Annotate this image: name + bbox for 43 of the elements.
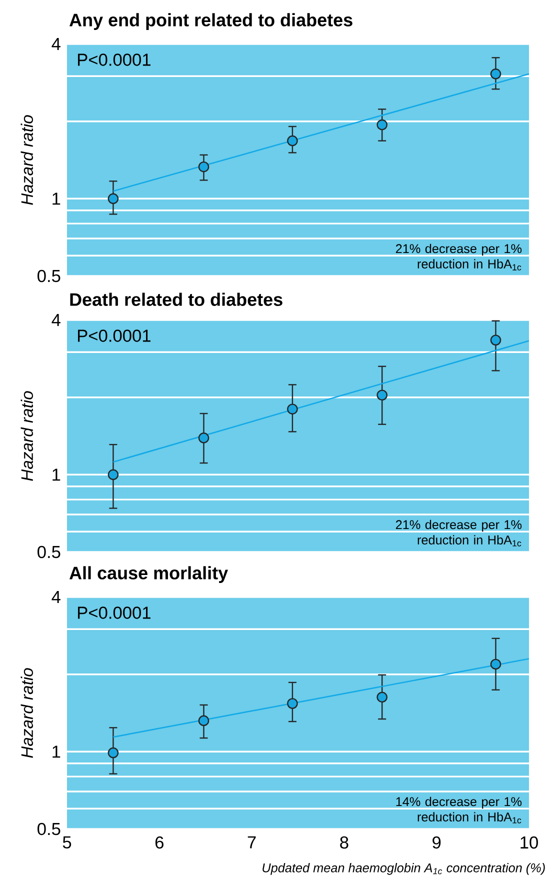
y-tick-label: 4 (52, 591, 60, 603)
x-tick-label: 5 (62, 836, 72, 848)
annotation: P<0.0001 (78, 606, 150, 619)
y-tick-label: 1 (52, 746, 60, 758)
y-tick-label: 1 (52, 468, 60, 481)
x-tick-label: 10 (520, 836, 538, 849)
point (287, 698, 298, 709)
point (108, 469, 119, 480)
point (490, 334, 502, 346)
x-tick-label: 9 (432, 836, 441, 849)
annotation: 21% decrease per 1% reduction in HbA$_{1c}$ (396, 520, 522, 546)
chart-title: All cause morlality (69, 566, 228, 583)
point (108, 747, 119, 758)
y-tick-label: 0.5 (38, 822, 60, 836)
chart-title: Death related to diabetes (70, 292, 282, 306)
y-tick-label: 4 (52, 38, 60, 50)
point (198, 715, 210, 726)
point (108, 193, 119, 204)
y-tick-label: 4 (52, 314, 60, 326)
point (287, 135, 298, 146)
point (490, 68, 502, 80)
point (490, 658, 502, 670)
x-tick-label: 7 (248, 836, 256, 848)
chart-title: Any end point related to diabetes (69, 13, 352, 30)
y-axis-title: Hazard ratio (20, 391, 34, 481)
point (198, 432, 210, 444)
annotation: P<0.0001 (78, 330, 150, 342)
annotation: 14% decrease per 1% reduction in HbA$_{1c}$ (396, 796, 522, 824)
point (376, 390, 388, 401)
y-tick-label: 1 (52, 192, 60, 205)
annotation: P<0.0001 (78, 54, 150, 66)
point (198, 161, 210, 172)
x-tick-label: 6 (155, 836, 164, 849)
point (376, 692, 388, 703)
x-axis-title: Updated mean haemoglobin A$_{1c}$ concentration (%) (262, 863, 545, 875)
y-tick-label: 0.5 (38, 270, 60, 282)
y-tick-label: 0.5 (38, 546, 60, 558)
annotation: 21% decrease per 1% reduction in HbA$_{1c}$ (396, 244, 522, 270)
point (376, 119, 388, 130)
y-axis-title: Hazard ratio (20, 668, 34, 758)
point (287, 404, 298, 414)
y-axis-title: Hazard ratio (20, 115, 34, 205)
x-tick-label: 8 (340, 836, 348, 849)
